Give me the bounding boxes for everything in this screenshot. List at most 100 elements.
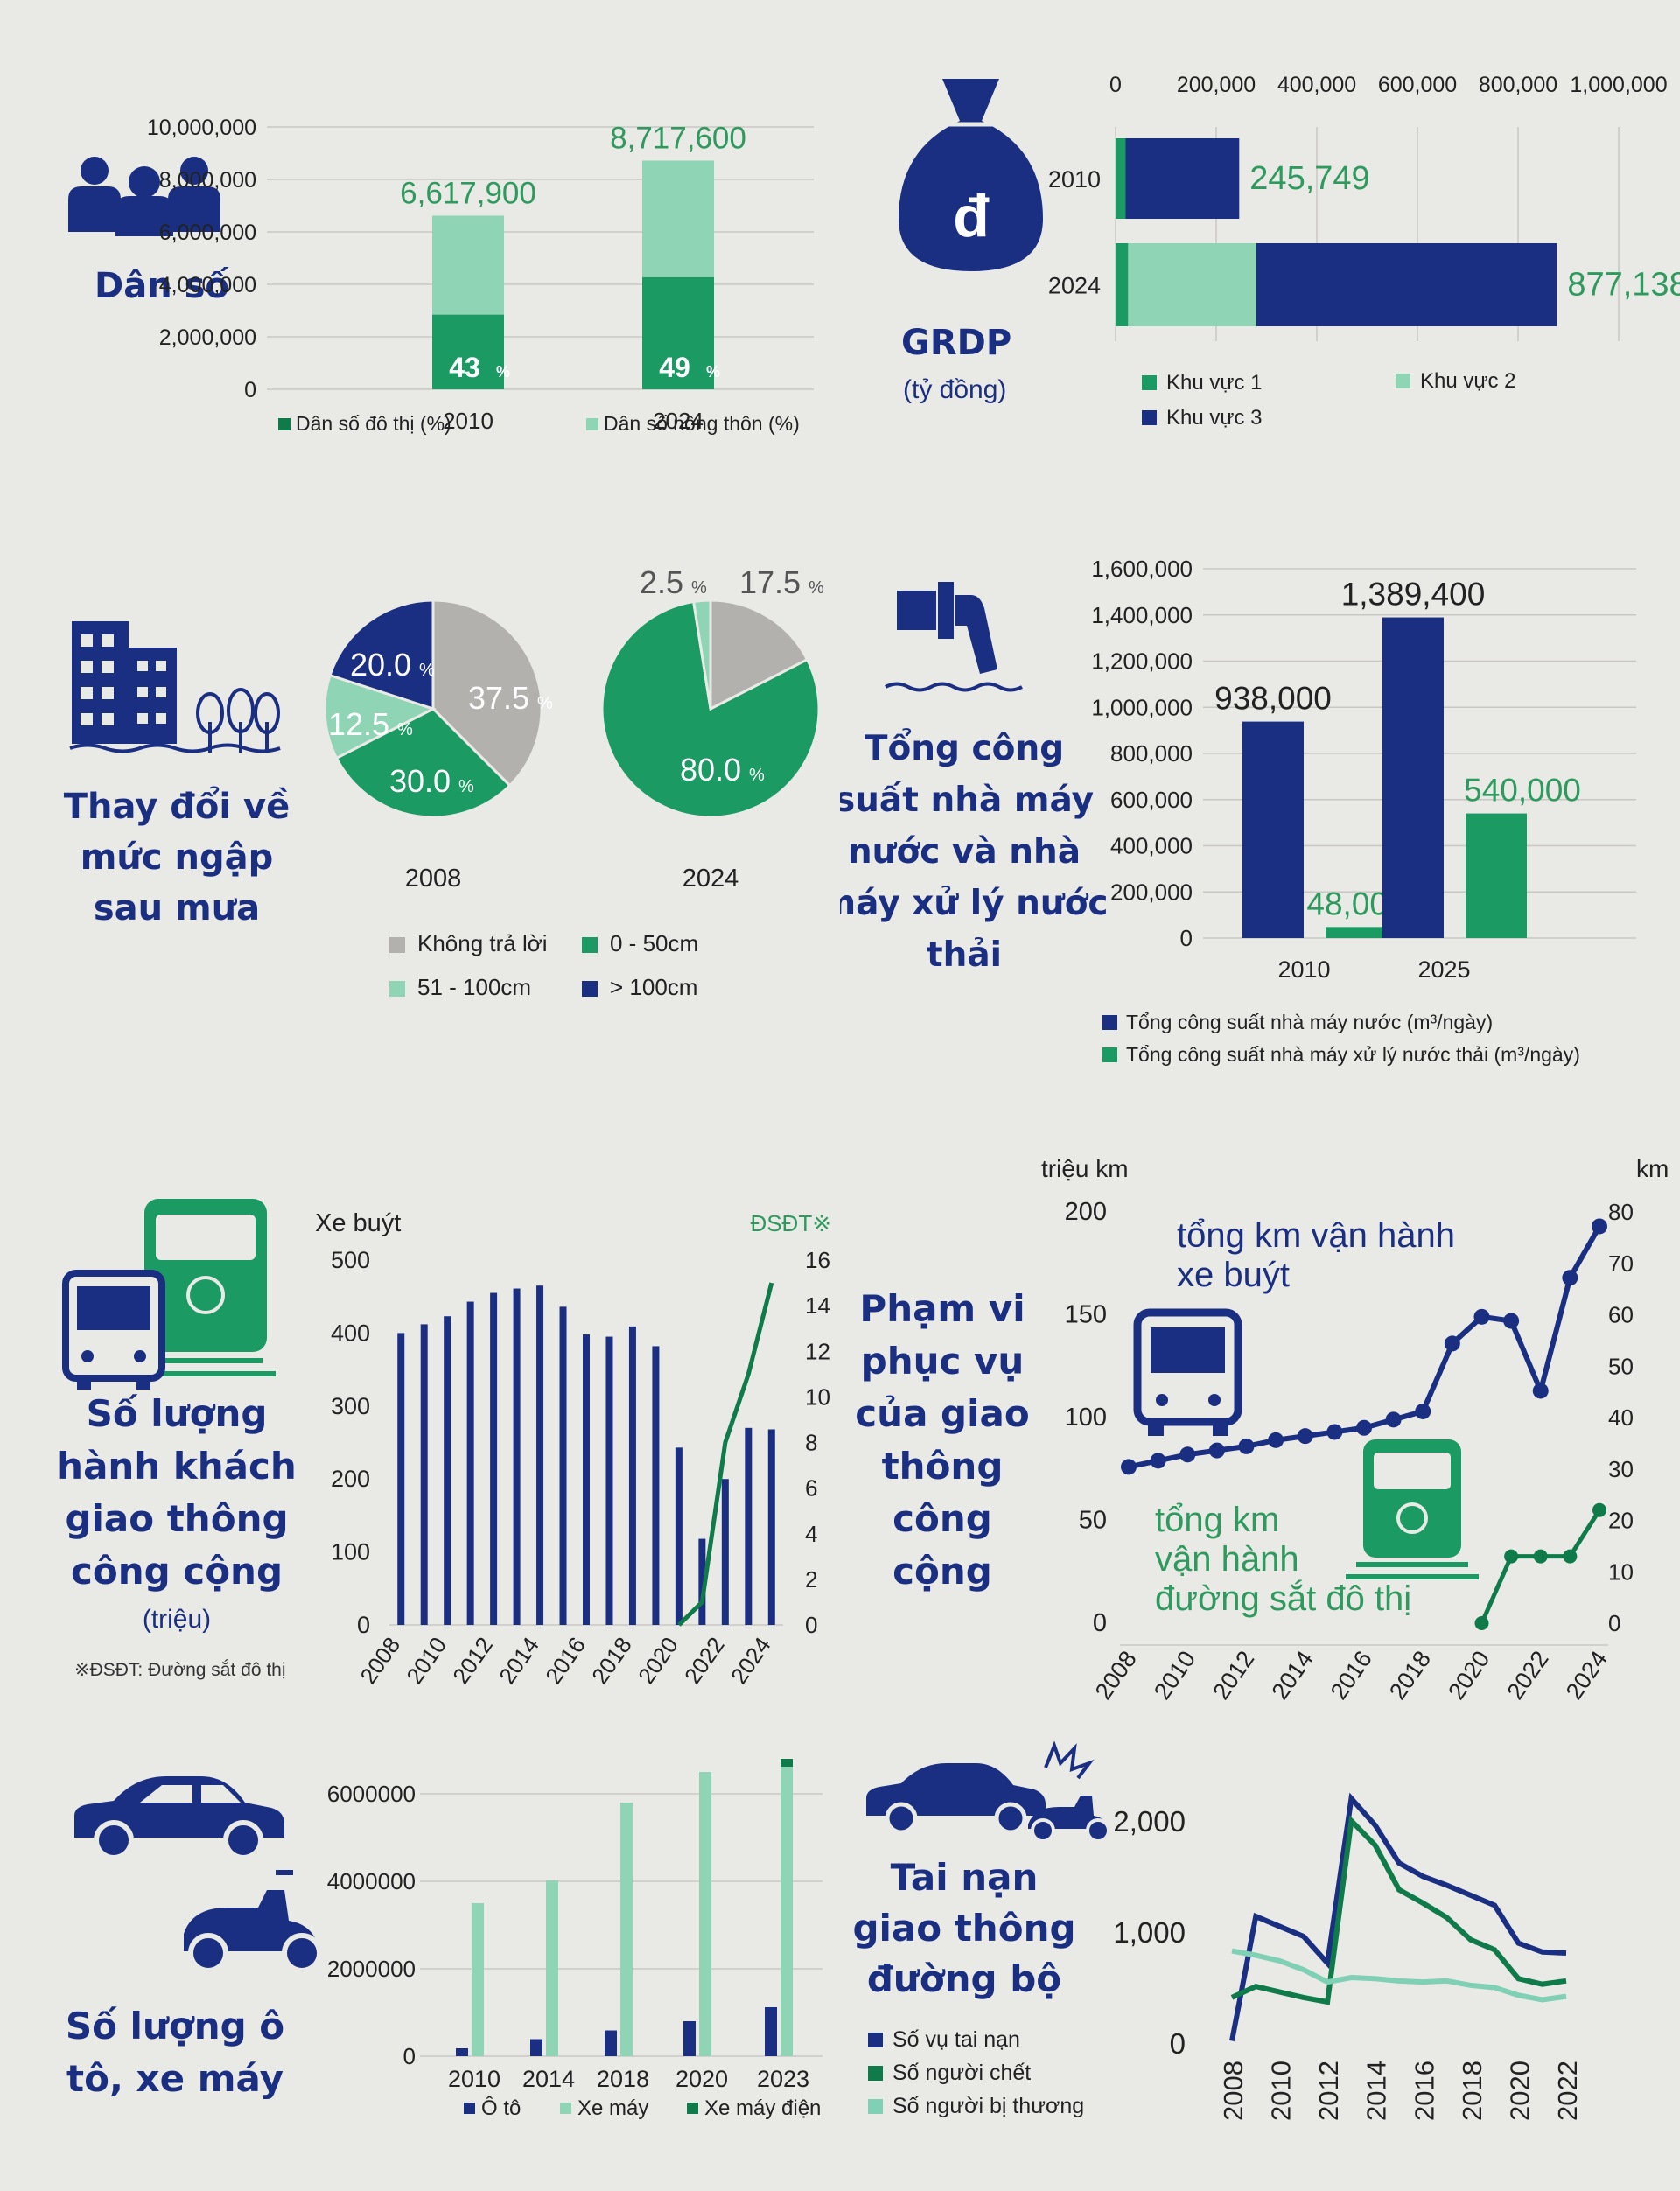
accidents-line [1229,1792,1567,2042]
y-tick-label: 1,200,000 [1091,648,1193,675]
y-tick-label: 2010 [1048,166,1101,192]
bus-bar [536,1285,544,1625]
y-tick-label: 80 [1608,1199,1634,1225]
value-label: 1,389,400 [1341,577,1486,612]
pie-label: 2008 [405,864,462,892]
bus-point [1150,1452,1166,1469]
y-axis-label-left: triệu km [1041,1155,1129,1182]
legend-label: Số người chết [892,2061,1031,2085]
svg-text:giao thông: giao thông [852,1907,1075,1950]
y-tick-label: 10 [1608,1558,1634,1585]
vehicles-title: Số lượng ô tô, xe máy [66,2005,284,2100]
x-tick-label: 2010 [1266,2061,1297,2121]
legend-label: > 100cm [610,974,697,1000]
slice-label: 17.5 [739,564,801,600]
x-tick-label: 2020 [676,2066,728,2092]
motorbike-bar [546,1880,558,2056]
pie-slice [691,598,712,710]
legend-label: Không trả lời [417,930,548,956]
rail-point [1474,1616,1489,1630]
legend-swatch [464,2103,475,2114]
water-pipe-icon [885,582,1023,692]
y-tick-label: 6,000,000 [159,220,256,245]
y-tick-label: 0 [805,1612,817,1638]
urban-pct-label: 43 [449,352,480,383]
y-tick-label: 400,000 [1110,833,1193,859]
series-label: tổng km vận hành [1177,1216,1455,1255]
y-tick-label: 500 [331,1247,370,1273]
svg-text:hành khách: hành khách [57,1445,297,1488]
bus-point [1592,1218,1607,1235]
money-bag-icon: đ [899,79,1043,271]
crash-icon [866,1741,1110,1843]
bus-bar [513,1288,521,1625]
svg-text:thông: thông [882,1445,1004,1488]
bus-point [1385,1411,1402,1428]
motorbike-bar [472,1903,484,2056]
e-motorbike-bar [780,1759,793,1767]
x-tick-label: 600,000 [1378,73,1457,97]
urban-pct-label: 49 [659,352,690,383]
legend-label: Tổng công suất nhà máy nước (m³/ngày) [1126,1011,1493,1033]
y-tick-label: 800,000 [1110,740,1193,766]
y-tick-label: 2024 [1048,273,1101,299]
svg-text:Thay đổi về: Thay đổi về [64,785,290,827]
pie-slice [323,673,437,760]
motorbike-bar [780,1767,793,2056]
bar-rural [642,160,714,277]
x-tick-label: 2010 [1149,1646,1200,1704]
transit-footnote: ※ĐSĐT: Đường sắt đô thị [74,1660,286,1680]
x-tick-label: 0 [1110,73,1122,97]
y-tick-label: 4 [805,1521,817,1547]
y-tick-label: 0 [1093,1609,1107,1637]
transit-chart: Xe buýt ĐSĐT※ 0 100 200 300 400 500 0 2 4 6 8 10 12 14 1… [315,1209,831,1689]
bus-bar [420,1324,428,1625]
value-label: 540,000 [1464,773,1581,808]
bus-bar [444,1316,452,1625]
transit-panel: Số lượng hành khách giao thông công cộng… [57,1199,831,1689]
x-tick-label: 200,000 [1177,73,1256,97]
x-tick-label: 2022 [1502,1646,1554,1704]
y-axis-label-right: km [1636,1155,1669,1182]
bus-bar [767,1429,775,1625]
y-tick-label: 50 [1608,1353,1634,1379]
x-tick-label: 2018 [586,1632,637,1689]
bus-train-icon [62,1199,276,1390]
y-tick-label: 10,000,000 [147,116,256,140]
total-label: 8,717,600 [610,121,746,155]
x-tick-label: 2024 [653,408,704,434]
y-tick-label: 200 [331,1466,370,1492]
svg-text:(triệu): (triệu) [143,1605,211,1634]
pct-sign: % [808,578,824,598]
legend-label: Tổng công suất nhà máy xử lý nước thải (… [1126,1043,1580,1066]
x-tick-label: 2014 [522,2066,575,2092]
total-label: 6,617,900 [400,176,536,210]
bus-bar [652,1346,660,1625]
car-scooter-icon [74,1776,322,1973]
bus-bar [698,1538,706,1625]
coverage-panel: Phạm vi phục vụ của giao thông công cộng… [855,1155,1669,1704]
series-label: đường sắt đô thị [1155,1578,1411,1618]
bus-point [1415,1403,1432,1419]
pct-sign: % [496,363,510,381]
bar-urban [642,276,714,389]
y-tick-label: 2,000,000 [159,326,256,350]
legend-label: Ô tô [481,2096,521,2120]
x-tick-label: 2014 [1267,1646,1319,1704]
motorbike-bar [699,1772,711,2056]
pie-slice [328,598,435,711]
pct-sign: % [537,694,553,713]
bus-bar [628,1326,636,1625]
legend-swatch [1142,375,1157,390]
deaths-line [1230,1815,1567,2006]
legend-label: Khu vực 2 [1420,369,1516,393]
bar [1382,617,1444,938]
y-tick-label: 70 [1608,1250,1634,1277]
accidents-chart: 0 1,000 2,000 2008 2010 2012 2014 2016 2018 2020 2… [868,1792,1583,2121]
y-tick-label: 14 [805,1292,830,1319]
flood-title: Thay đổi về mức ngập sau mưa [64,785,290,928]
bus-point [1268,1432,1284,1448]
svg-text:giao thông: giao thông [65,1497,288,1540]
vehicles-panel: Số lượng ô tô, xe máy 0 2000000 4000000 600… [66,1759,822,2120]
legend-swatch [1396,374,1410,388]
